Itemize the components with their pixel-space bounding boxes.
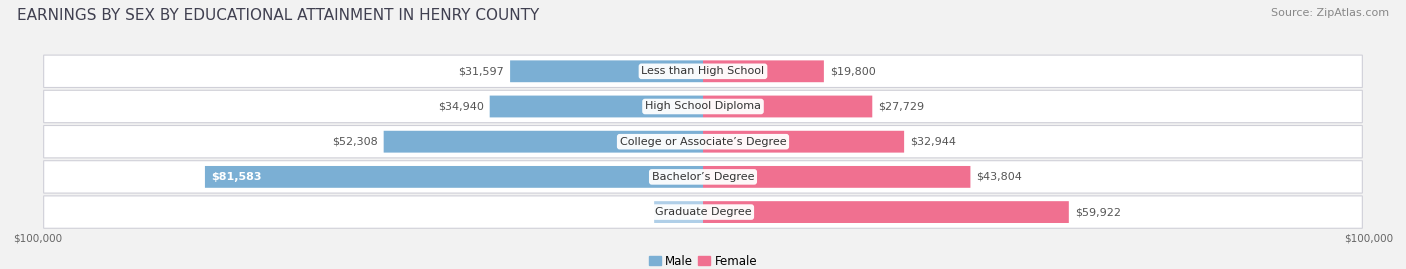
Text: Bachelor’s Degree: Bachelor’s Degree — [652, 172, 754, 182]
FancyBboxPatch shape — [654, 201, 703, 223]
Text: $100,000: $100,000 — [1344, 234, 1393, 244]
FancyBboxPatch shape — [44, 126, 1362, 158]
Text: $52,308: $52,308 — [332, 137, 378, 147]
Text: Less than High School: Less than High School — [641, 66, 765, 76]
FancyBboxPatch shape — [44, 161, 1362, 193]
Text: $27,729: $27,729 — [879, 101, 925, 111]
Text: $31,597: $31,597 — [458, 66, 503, 76]
Text: $59,922: $59,922 — [1076, 207, 1121, 217]
Text: Graduate Degree: Graduate Degree — [655, 207, 751, 217]
FancyBboxPatch shape — [384, 131, 703, 153]
Text: $0: $0 — [681, 207, 693, 217]
FancyBboxPatch shape — [703, 166, 970, 188]
FancyBboxPatch shape — [703, 60, 824, 82]
Text: College or Associate’s Degree: College or Associate’s Degree — [620, 137, 786, 147]
Text: $100,000: $100,000 — [13, 234, 62, 244]
Text: $81,583: $81,583 — [211, 172, 262, 182]
Text: $32,944: $32,944 — [910, 137, 956, 147]
FancyBboxPatch shape — [703, 95, 872, 117]
FancyBboxPatch shape — [44, 55, 1362, 87]
Text: $19,800: $19,800 — [830, 66, 876, 76]
FancyBboxPatch shape — [703, 131, 904, 153]
FancyBboxPatch shape — [44, 90, 1362, 123]
Text: EARNINGS BY SEX BY EDUCATIONAL ATTAINMENT IN HENRY COUNTY: EARNINGS BY SEX BY EDUCATIONAL ATTAINMEN… — [17, 8, 538, 23]
FancyBboxPatch shape — [703, 201, 1069, 223]
FancyBboxPatch shape — [205, 166, 703, 188]
FancyBboxPatch shape — [510, 60, 703, 82]
Legend: Male, Female: Male, Female — [644, 250, 762, 269]
FancyBboxPatch shape — [489, 95, 703, 117]
Text: Source: ZipAtlas.com: Source: ZipAtlas.com — [1271, 8, 1389, 18]
Text: $34,940: $34,940 — [437, 101, 484, 111]
FancyBboxPatch shape — [44, 196, 1362, 228]
Text: $43,804: $43,804 — [977, 172, 1022, 182]
Text: High School Diploma: High School Diploma — [645, 101, 761, 111]
